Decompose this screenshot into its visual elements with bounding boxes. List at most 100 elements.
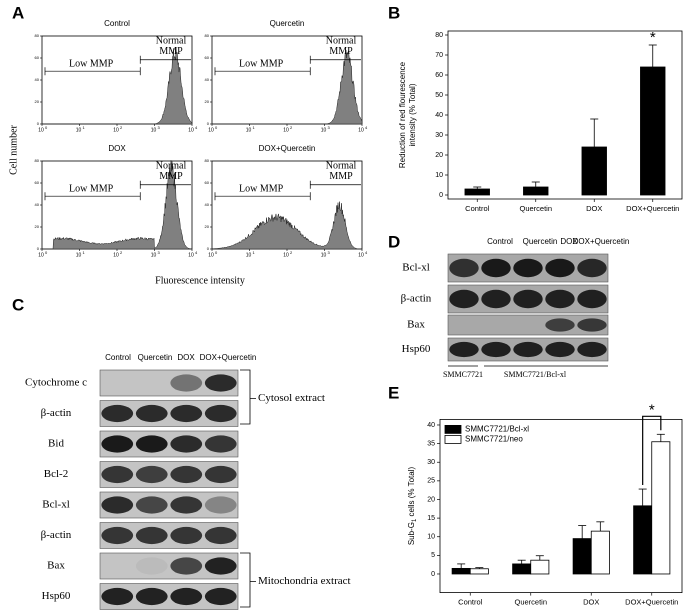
histogram <box>211 201 362 250</box>
panel-letter: D <box>388 232 400 251</box>
y-tick-label: 50 <box>435 92 443 99</box>
x-tick-base: 10 <box>358 127 364 133</box>
lane-label: Quercetin <box>138 353 173 362</box>
bar <box>469 568 489 575</box>
blot-band <box>513 289 543 309</box>
y-axis-label-main: Sub-G <box>407 522 416 545</box>
normal-label: MMP <box>329 171 353 182</box>
x-tick-label: DOX+Quercetin <box>626 204 679 213</box>
blot-band <box>513 341 543 358</box>
bar <box>523 186 549 196</box>
blot-band <box>204 435 237 453</box>
blot-band <box>204 374 237 392</box>
x-tick-base: 10 <box>321 127 327 133</box>
row-label: Bcl-2 <box>44 468 68 480</box>
y-axis-label-subscript: 1 <box>412 518 418 522</box>
x-tick-exponent: 3 <box>158 125 161 130</box>
blot-band <box>545 318 575 332</box>
x-tick-exponent: 3 <box>328 250 331 255</box>
panel-letter: A <box>12 3 24 22</box>
row-label: Cytochrome c <box>25 377 87 389</box>
bar <box>512 563 532 575</box>
y-tick-label: 0 <box>207 246 210 251</box>
y-tick-label: 5 <box>431 552 435 559</box>
x-tick-label: Quercetin <box>514 598 547 607</box>
blot-band <box>170 435 203 453</box>
row-label: Bcl-xl <box>42 499 70 511</box>
histogram <box>212 49 363 125</box>
bar <box>530 559 550 575</box>
bar <box>572 538 592 575</box>
blot-band <box>545 258 575 278</box>
y-tick-label: 80 <box>435 32 443 39</box>
x-tick-exponent: 4 <box>195 250 198 255</box>
x-tick-base: 10 <box>283 127 289 133</box>
normal-label: Normal <box>156 36 187 47</box>
row-label: β-actin <box>401 293 432 305</box>
legend-swatch <box>444 424 462 434</box>
y-axis-label-rest: cells (% Total) <box>407 467 416 519</box>
x-tick-base: 10 <box>358 252 364 258</box>
y-tick-label: 0 <box>37 121 40 126</box>
group-bracket <box>240 369 256 425</box>
blot-strip <box>99 491 239 519</box>
blot-band <box>170 526 203 545</box>
x-tick-exponent: 1 <box>253 250 256 255</box>
y-tick-label: 0 <box>439 192 443 199</box>
row-label: Bax <box>407 319 425 331</box>
y-axis-label: Sub-G1 cells (% Total) <box>407 467 417 546</box>
blot-band <box>204 587 237 606</box>
x-tick-base: 10 <box>113 252 119 258</box>
row-label: Hsp60 <box>42 590 71 602</box>
x-tick-exponent: 3 <box>328 125 331 130</box>
x-tick-base: 10 <box>188 127 194 133</box>
lane-label: DOX+Quercetin <box>200 353 257 362</box>
row-label: Bax <box>47 560 65 572</box>
y-tick-label: 20 <box>35 224 40 229</box>
lane-label: DOX <box>560 237 578 246</box>
blot-band <box>101 435 134 453</box>
blot-band <box>481 341 511 358</box>
blot-band <box>101 496 134 514</box>
low-label: Low MMP <box>239 183 284 194</box>
normal-label: Normal <box>326 161 357 172</box>
plot-title: DOX <box>108 144 126 153</box>
y-tick-label: 40 <box>205 77 210 82</box>
significance-bracket <box>642 415 662 486</box>
blot-band <box>449 341 479 358</box>
blot-band <box>204 557 237 575</box>
y-tick-label: 30 <box>435 132 443 139</box>
x-tick-exponent: 2 <box>120 125 123 130</box>
bar <box>590 530 610 575</box>
y-axis-label-line: intensity (% Total) <box>408 83 417 146</box>
blot-band <box>101 526 134 545</box>
x-tick-base: 10 <box>208 252 214 258</box>
bar <box>464 188 490 196</box>
y-tick-label: 20 <box>435 152 443 159</box>
histogram <box>42 160 193 250</box>
x-tick-exponent: 2 <box>290 125 293 130</box>
x-tick-base: 10 <box>246 127 252 133</box>
blot-band <box>170 465 203 484</box>
y-tick-label: 80 <box>205 33 210 38</box>
x-tick-base: 10 <box>76 252 82 258</box>
low-label: Low MMP <box>69 183 114 194</box>
y-tick-label: 25 <box>427 478 435 485</box>
x-tick-label: Control <box>465 204 490 213</box>
blot-band <box>135 496 168 514</box>
blot-band <box>449 289 479 309</box>
low-label: Low MMP <box>69 58 114 69</box>
blot-band <box>449 258 479 278</box>
plot-frame <box>439 418 683 593</box>
bar <box>640 66 666 196</box>
y-tick-label: 20 <box>35 99 40 104</box>
row-label: Hsp60 <box>402 343 431 355</box>
x-tick-label: Quercetin <box>519 204 552 213</box>
panel-letter: B <box>388 3 400 22</box>
row-label: Bid <box>48 438 64 450</box>
blot-band <box>101 587 134 606</box>
y-tick-label: 20 <box>205 99 210 104</box>
blot-band <box>577 289 607 309</box>
normal-label: MMP <box>159 46 183 57</box>
lane-label: Control <box>105 353 131 362</box>
